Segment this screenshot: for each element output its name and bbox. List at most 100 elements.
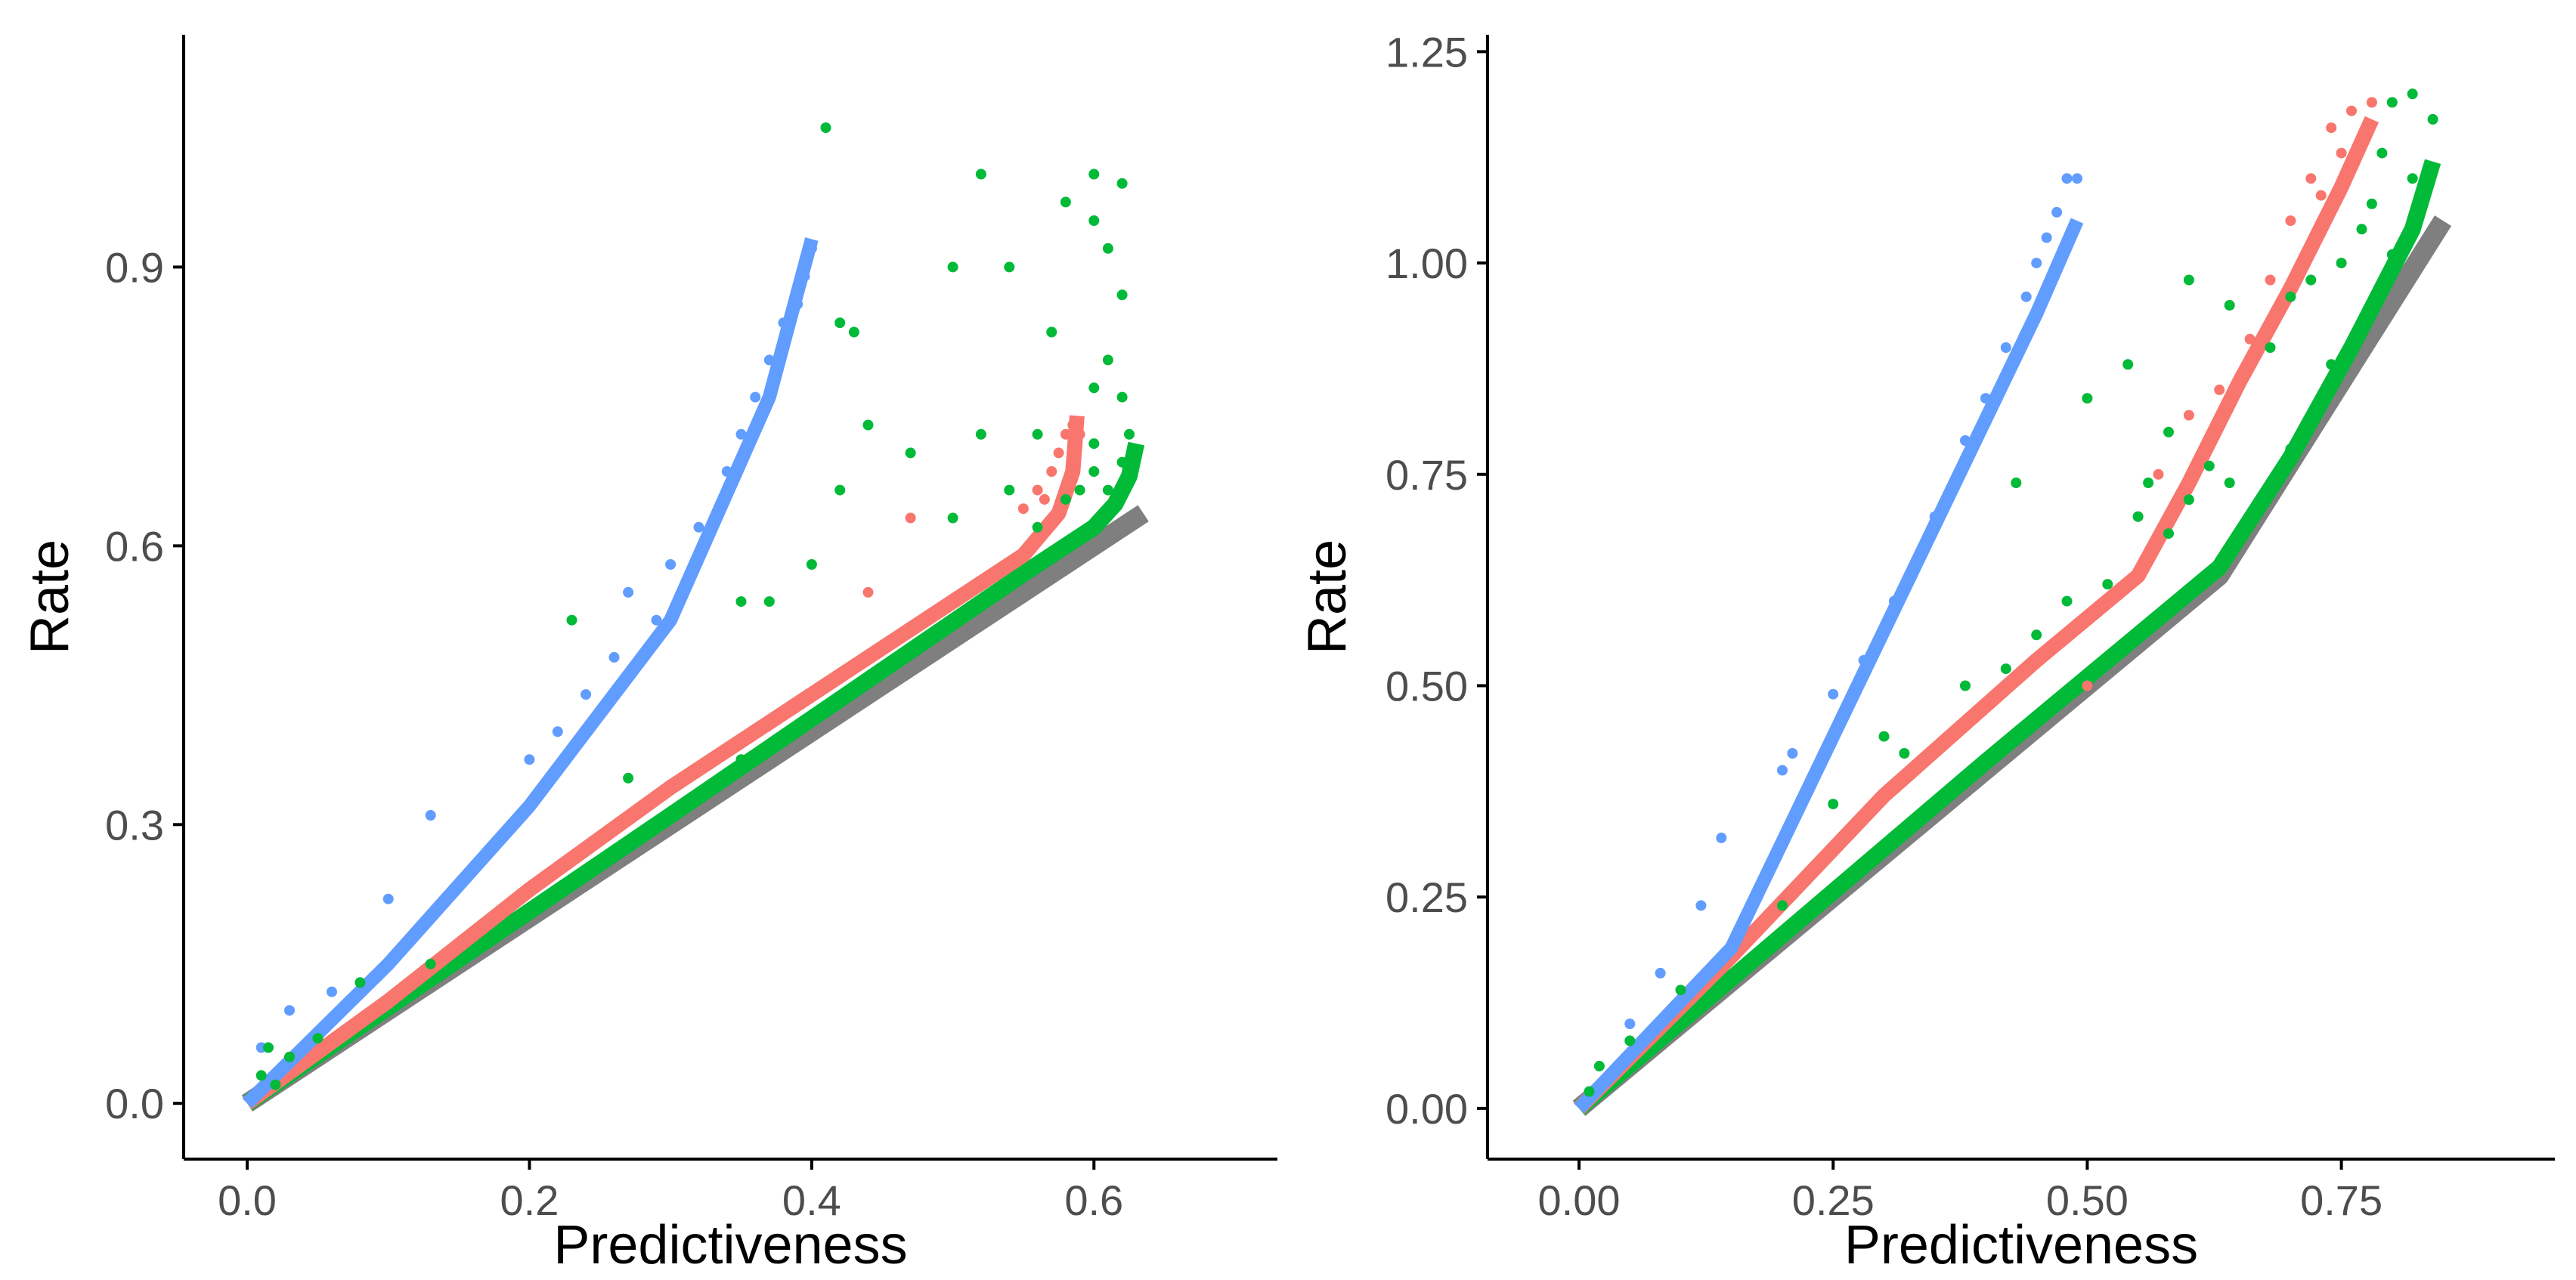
data-point-blue bbox=[2061, 173, 2073, 184]
data-point-red bbox=[1046, 466, 1057, 477]
x-tick-label: 0.25 bbox=[1792, 1176, 1875, 1224]
data-point-red bbox=[1017, 503, 1029, 515]
data-point-blue bbox=[721, 466, 732, 477]
data-point-green bbox=[2326, 359, 2337, 370]
data-point-blue bbox=[806, 243, 817, 254]
data-point-green bbox=[1777, 900, 1788, 911]
series-line-green bbox=[242, 441, 1145, 1111]
data-point-green bbox=[1088, 466, 1100, 477]
data-point-green bbox=[2336, 258, 2347, 269]
data-point-green bbox=[312, 1033, 324, 1044]
data-point-blue bbox=[623, 586, 634, 598]
data-point-green bbox=[2244, 511, 2256, 522]
data-point-green bbox=[623, 772, 634, 784]
data-point-blue bbox=[2031, 258, 2042, 269]
data-point-green bbox=[848, 326, 859, 338]
x-axis-title: Predictiveness bbox=[1844, 1215, 2198, 1275]
data-point-blue bbox=[608, 651, 620, 663]
data-point-red bbox=[2336, 147, 2347, 159]
data-point-blue bbox=[799, 271, 810, 282]
data-point-green bbox=[2102, 579, 2113, 590]
data-point-green bbox=[2031, 629, 2042, 641]
data-point-green bbox=[2224, 478, 2235, 488]
x-tick-label: 0.0 bbox=[218, 1176, 277, 1224]
data-point-green bbox=[1102, 354, 1113, 366]
data-point-red bbox=[2315, 190, 2327, 201]
data-point-blue bbox=[1909, 561, 1920, 573]
x-tick-label: 0.2 bbox=[500, 1176, 559, 1224]
data-point-green bbox=[1899, 748, 1910, 759]
data-point-green bbox=[975, 169, 986, 180]
data-point-blue bbox=[581, 689, 592, 700]
data-point-green bbox=[2285, 291, 2296, 302]
data-point-green bbox=[820, 122, 831, 133]
data-point-blue bbox=[552, 726, 563, 737]
data-point-red bbox=[2244, 333, 2256, 345]
data-point-blue bbox=[382, 893, 394, 904]
data-point-red bbox=[2082, 680, 2093, 691]
data-point-green bbox=[2183, 494, 2194, 506]
data-point-green bbox=[1828, 799, 1839, 810]
data-point-blue bbox=[1858, 654, 1869, 666]
data-point-blue bbox=[1980, 393, 1991, 404]
data-point-blue bbox=[1929, 511, 1940, 522]
data-point-green bbox=[2143, 478, 2154, 488]
data-point-green bbox=[947, 261, 958, 273]
data-point-green bbox=[2305, 274, 2317, 286]
data-point-green bbox=[2285, 444, 2296, 455]
data-point-green bbox=[355, 977, 366, 988]
data-point-green bbox=[1102, 484, 1113, 496]
data-point-green bbox=[806, 559, 817, 570]
data-point-green bbox=[1088, 169, 1100, 180]
data-point-green bbox=[2386, 249, 2398, 260]
data-point-green bbox=[2386, 97, 2398, 108]
x-axis-title: Predictiveness bbox=[553, 1215, 907, 1275]
data-point-blue bbox=[327, 986, 337, 997]
data-point-green bbox=[975, 428, 986, 440]
data-point-blue bbox=[1716, 832, 1727, 843]
data-point-red bbox=[2214, 384, 2225, 395]
series-line-red bbox=[243, 415, 1085, 1110]
data-point-blue bbox=[2000, 342, 2011, 353]
data-point-blue bbox=[750, 391, 761, 403]
data-point-green bbox=[1060, 493, 1071, 505]
data-point-green bbox=[1102, 243, 1113, 254]
data-point-green bbox=[2407, 88, 2418, 100]
data-point-green bbox=[2082, 393, 2093, 404]
y-tick-label: 1.00 bbox=[1386, 240, 1468, 287]
x-tick-label: 0.00 bbox=[1538, 1176, 1621, 1224]
data-point-green bbox=[1032, 521, 1043, 533]
data-point-green bbox=[2224, 300, 2235, 311]
y-tick-label: 0.50 bbox=[1386, 662, 1468, 710]
data-point-red bbox=[1053, 447, 1064, 459]
data-point-blue bbox=[2051, 206, 2063, 218]
data-point-red bbox=[2366, 97, 2377, 108]
data-point-green bbox=[2376, 147, 2388, 159]
data-point-green bbox=[2122, 359, 2134, 370]
data-point-blue bbox=[1624, 1019, 1636, 1029]
data-point-green bbox=[1675, 985, 1686, 996]
data-point-blue bbox=[1787, 748, 1798, 759]
data-point-green bbox=[2061, 595, 2073, 607]
data-point-red bbox=[2285, 215, 2296, 227]
data-point-red bbox=[2326, 122, 2337, 134]
x-tick-label: 0.4 bbox=[782, 1176, 841, 1224]
y-tick-label: 0.75 bbox=[1386, 451, 1468, 499]
data-point-blue bbox=[1888, 595, 1899, 607]
x-tick-label: 0.6 bbox=[1064, 1176, 1123, 1224]
data-point-green bbox=[2183, 274, 2194, 286]
data-point-blue bbox=[1960, 435, 1971, 446]
data-point-green bbox=[735, 596, 747, 608]
data-point-green bbox=[1116, 391, 1128, 403]
data-point-blue bbox=[1828, 688, 1839, 700]
left-panel: 0.0 0.3 0.6 0.9 0.0 0.2 0.4 0.6 Predictiveness Ra… bbox=[20, 35, 1277, 1275]
data-point-green bbox=[763, 596, 775, 608]
data-point-green bbox=[1116, 178, 1128, 189]
data-point-blue bbox=[2041, 232, 2052, 243]
data-point-green bbox=[1124, 428, 1135, 440]
y-axis-title: Rate bbox=[1297, 540, 1358, 654]
data-point-blue bbox=[481, 847, 493, 858]
data-point-green bbox=[2407, 173, 2418, 184]
data-point-green bbox=[2203, 460, 2215, 471]
y-tick-label: 0.6 bbox=[105, 522, 164, 570]
